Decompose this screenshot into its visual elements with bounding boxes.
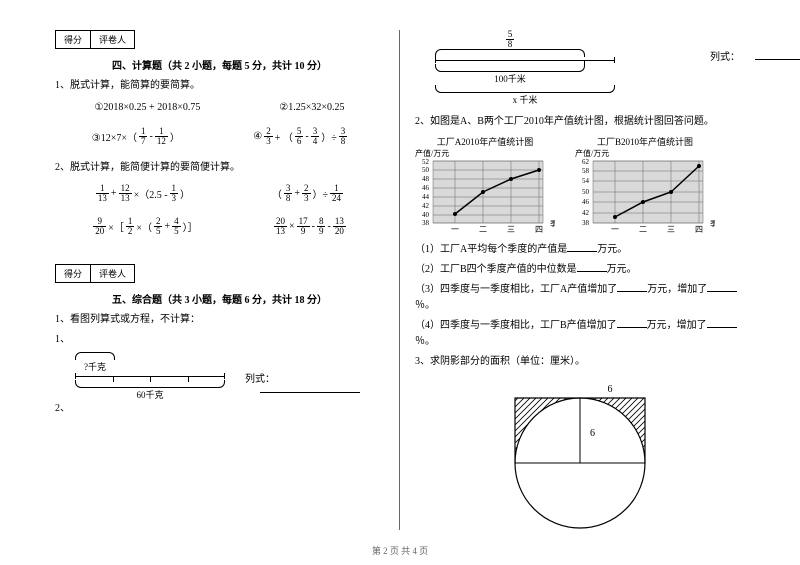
expr-6: （38 + 23）÷ 124 <box>272 184 343 203</box>
distance-diagram: 58 列式： 100千米 x 千米 <box>435 30 745 106</box>
score-box: 得分 评卷人 <box>55 30 135 49</box>
expr-3: ③12×7×（17 - 112） <box>92 127 180 146</box>
svg-text:62: 62 <box>582 159 590 166</box>
formula-input-2[interactable] <box>755 59 800 60</box>
math-row-4: 920 ×［12 ×（25 + 45）］ 2013 × 179 - 89 - 1… <box>55 217 384 236</box>
sub4-text: （4）四季度与一季度相比，工厂B产值增加了 <box>415 320 617 331</box>
weight-diagram: ?千克 列式： 60千克 <box>75 352 384 401</box>
chart-b-svg: 38 42 46 50 54 58 62 一 二 三 四 季度 <box>575 159 715 234</box>
expr-1b: ②1.25×32×0.25 <box>279 102 344 113</box>
total-weight: 60千克 <box>75 388 225 401</box>
chart-b: 工厂B2010年产值统计图 产值/万元 38 <box>575 135 715 237</box>
chart-b-ylabel: 产值/万元 <box>575 148 715 159</box>
math-row-3: 113 + 1213 ×（2.5 - 13） （38 + 23）÷ 124 <box>55 184 384 203</box>
dist-100: 100千米 <box>435 72 585 85</box>
svg-text:42: 42 <box>582 209 590 217</box>
grader-label-2: 评卷人 <box>91 265 134 282</box>
q2-text: 2、脱式计算，能简便计算的要简便计算。 <box>55 160 384 176</box>
sub-q2: （2）工厂B四个季度产值的中位数是 万元。 <box>415 262 745 278</box>
svg-text:50: 50 <box>582 188 590 196</box>
svg-text:42: 42 <box>422 202 430 210</box>
chart-a-ylabel: 产值/万元 <box>415 148 555 159</box>
formula-label-1: 列式： <box>245 374 275 385</box>
math-row-2: ③12×7×（17 - 112） ④23 + （56 - 34）÷ 38 <box>55 127 384 146</box>
chart-a: 工厂A2010年产值统计图 产值/万元 38 <box>415 135 555 237</box>
expr-8: 2013 × 179 - 89 - 1320 <box>274 217 346 236</box>
left-column: 得分 评卷人 四、计算题（共 2 小题，每题 5 分，共计 10 分） 1、脱式… <box>40 30 400 530</box>
svg-text:二: 二 <box>639 225 647 234</box>
s5b-q2: 2、如图是A、B两个工厂2010年产值统计图，根据统计图回答问题。 <box>415 114 745 130</box>
svg-text:三: 三 <box>667 225 675 234</box>
circle-diagram: 6 6 <box>460 378 700 533</box>
svg-text:季度: 季度 <box>550 219 555 228</box>
sub-q1: （1）工厂A平均每个季度的产值是 万元。 <box>415 242 745 258</box>
dim-6-top: 6 <box>608 384 613 395</box>
q1-text: 1、脱式计算，能简算的要简算。 <box>55 78 384 94</box>
blank-1[interactable] <box>567 251 597 252</box>
svg-text:52: 52 <box>422 159 430 166</box>
blank-3[interactable] <box>617 291 647 292</box>
s5-q1: 1、看图列算式或方程，不计算： <box>55 312 384 328</box>
dist-x: x 千米 <box>435 93 615 106</box>
grader-label: 评卷人 <box>91 31 134 48</box>
page-footer: 第 2 页 共 4 页 <box>0 544 800 557</box>
blank-2[interactable] <box>577 271 607 272</box>
section5-title: 五、综合题（共 3 小题，每题 6 分，共计 18 分） <box>55 291 384 306</box>
svg-text:38: 38 <box>582 219 590 227</box>
expr-5: 113 + 1213 ×（2.5 - 13） <box>96 184 190 203</box>
formula-input-1[interactable] <box>260 392 360 393</box>
weight-label: ?千克 <box>75 360 115 373</box>
svg-text:四: 四 <box>695 225 703 234</box>
chart-a-svg: 38 40 42 44 46 48 50 52 一 二 三 四 季度 <box>415 159 555 234</box>
sub3-end: ％。 <box>415 300 435 311</box>
blank-4b[interactable] <box>707 327 737 328</box>
svg-text:44: 44 <box>422 193 430 201</box>
charts-container: 工厂A2010年产值统计图 产值/万元 38 <box>415 135 745 237</box>
sub2-end: 万元。 <box>607 264 637 275</box>
svg-text:三: 三 <box>507 225 515 234</box>
svg-text:40: 40 <box>422 211 430 219</box>
sub4-mid: 万元，增加了 <box>647 320 707 331</box>
svg-text:一: 一 <box>611 225 619 234</box>
svg-text:46: 46 <box>422 184 430 192</box>
svg-text:50: 50 <box>422 166 430 174</box>
sub4-end: ％。 <box>415 336 435 347</box>
sub1-text: （1）工厂A平均每个季度的产值是 <box>415 244 567 255</box>
score-box-2: 得分 评卷人 <box>55 264 135 283</box>
sub1-end: 万元。 <box>597 244 627 255</box>
sub-q3: （3）四季度与一季度相比，工厂A产值增加了 万元，增加了 ％。 <box>415 282 745 314</box>
svg-text:48: 48 <box>422 175 430 183</box>
svg-text:季度: 季度 <box>710 219 715 228</box>
sub-q4: （4）四季度与一季度相比，工厂B产值增加了 万元，增加了 ％。 <box>415 318 745 350</box>
s5-sub2: 2、 <box>55 401 384 417</box>
chart-b-title: 工厂B2010年产值统计图 <box>575 135 715 148</box>
expr-7: 920 ×［12 ×（25 + 45）］ <box>93 217 197 236</box>
sub2-text: （2）工厂B四个季度产值的中位数是 <box>415 264 577 275</box>
score-label-2: 得分 <box>56 265 91 282</box>
svg-text:58: 58 <box>582 167 590 175</box>
svg-text:四: 四 <box>535 225 543 234</box>
frac-5-8: 58 <box>506 30 515 49</box>
sub3-text: （3）四季度与一季度相比，工厂A产值增加了 <box>415 284 617 295</box>
math-row-1: ①2018×0.25 + 2018×0.75 ②1.25×32×0.25 <box>55 102 384 113</box>
right-column: 58 列式： 100千米 x 千米 2、如图是A、B两个工厂2010年产值统计图… <box>400 30 760 530</box>
q3-text: 3、求阴影部分的面积（单位：厘米）。 <box>415 354 745 370</box>
dim-6-radius: 6 <box>590 428 595 439</box>
svg-text:54: 54 <box>582 177 590 185</box>
svg-text:38: 38 <box>422 219 430 227</box>
score-label: 得分 <box>56 31 91 48</box>
expr-1a: ①2018×0.25 + 2018×0.75 <box>94 102 200 113</box>
svg-text:46: 46 <box>582 198 590 206</box>
sub3-mid: 万元，增加了 <box>647 284 707 295</box>
formula-label-2: 列式： <box>710 52 740 63</box>
expr-4: ④23 + （56 - 34）÷ 38 <box>253 127 347 146</box>
page-content: 得分 评卷人 四、计算题（共 2 小题，每题 5 分，共计 10 分） 1、脱式… <box>40 30 760 530</box>
svg-text:二: 二 <box>479 225 487 234</box>
blank-4[interactable] <box>617 327 647 328</box>
svg-text:一: 一 <box>451 225 459 234</box>
s5-sub1: 1、 <box>55 332 384 348</box>
blank-3b[interactable] <box>707 291 737 292</box>
chart-a-title: 工厂A2010年产值统计图 <box>415 135 555 148</box>
section4-title: 四、计算题（共 2 小题，每题 5 分，共计 10 分） <box>55 57 384 72</box>
